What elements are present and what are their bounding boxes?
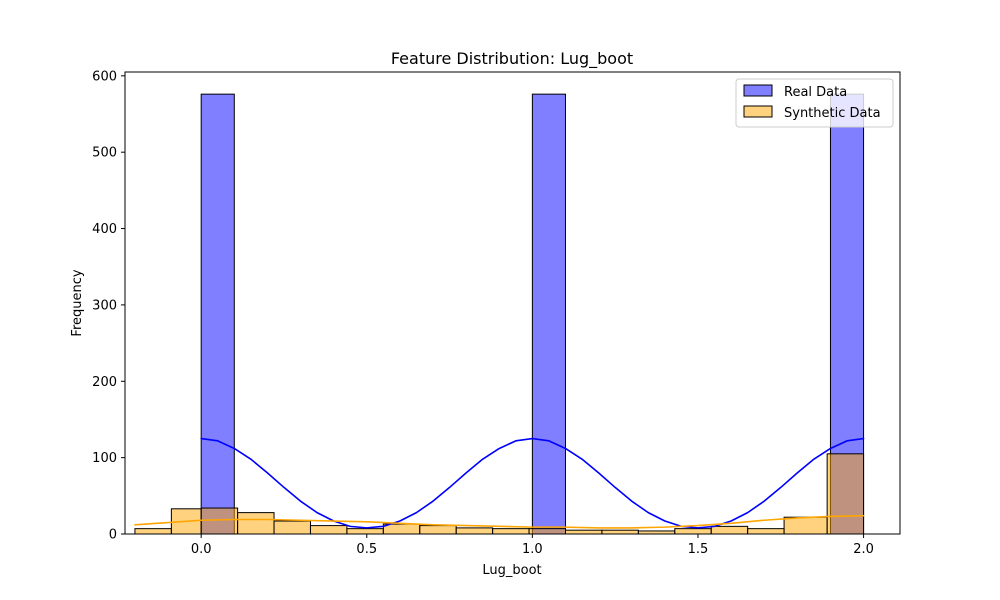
- chart-title: Feature Distribution: Lug_boot: [391, 49, 633, 69]
- bar-synthetic: [826, 453, 865, 535]
- y-tick-label: 400: [92, 222, 117, 237]
- legend-box: [735, 78, 894, 128]
- y-tick-label: 100: [92, 451, 117, 466]
- bar-synthetic: [273, 520, 311, 535]
- bar-synthetic: [419, 525, 457, 535]
- legend-swatch-real: [743, 84, 773, 97]
- bar-synthetic: [134, 528, 172, 535]
- x-tick-label: 1.0: [522, 542, 543, 557]
- bar-synthetic: [492, 528, 530, 535]
- bar-synthetic: [674, 528, 712, 535]
- bars-layer: [134, 93, 865, 535]
- y-tick-label: 0: [109, 528, 117, 543]
- x-axis-label: Lug_boot: [482, 563, 541, 578]
- x-tick-label: 2.0: [853, 542, 874, 557]
- bar-synthetic: [564, 529, 603, 535]
- kde-line-real: [200, 437, 865, 529]
- legend-label-real: Real Data: [784, 85, 847, 100]
- x-axis: 0.0 0.5 1.0 1.5 2.0: [191, 534, 874, 557]
- bar-real: [531, 93, 566, 535]
- x-tick-label: 1.5: [688, 542, 709, 557]
- y-axis: 0 100 200 300 400 500 600: [92, 69, 125, 543]
- legend: Real Data Synthetic Data: [735, 78, 894, 128]
- bar-real: [200, 93, 235, 535]
- bar-synthetic: [309, 525, 348, 535]
- y-tick-label: 600: [92, 69, 117, 84]
- legend-label-synthetic: Synthetic Data: [784, 106, 881, 121]
- bar-synthetic: [783, 516, 828, 535]
- bar-synthetic: [601, 529, 639, 535]
- bar-synthetic: [237, 512, 275, 535]
- x-tick-label: 0.5: [356, 542, 377, 557]
- legend-swatch-synthetic: [743, 105, 773, 118]
- plot-frame: [124, 71, 901, 535]
- bar-synthetic: [528, 528, 566, 535]
- kde-layer: [134, 437, 865, 529]
- bar-synthetic: [710, 525, 749, 535]
- bar-synthetic: [455, 527, 494, 535]
- kde-line-synthetic: [134, 514, 865, 529]
- bar-synthetic: [382, 523, 421, 535]
- y-axis-label: Frequency: [70, 269, 85, 336]
- bar-synthetic: [200, 507, 239, 535]
- bar-synthetic: [346, 528, 384, 535]
- y-tick-label: 300: [92, 298, 117, 313]
- x-tick-label: 0.0: [191, 542, 212, 557]
- bar-synthetic: [747, 528, 785, 535]
- y-tick-label: 200: [92, 375, 117, 390]
- y-tick-label: 500: [92, 146, 117, 161]
